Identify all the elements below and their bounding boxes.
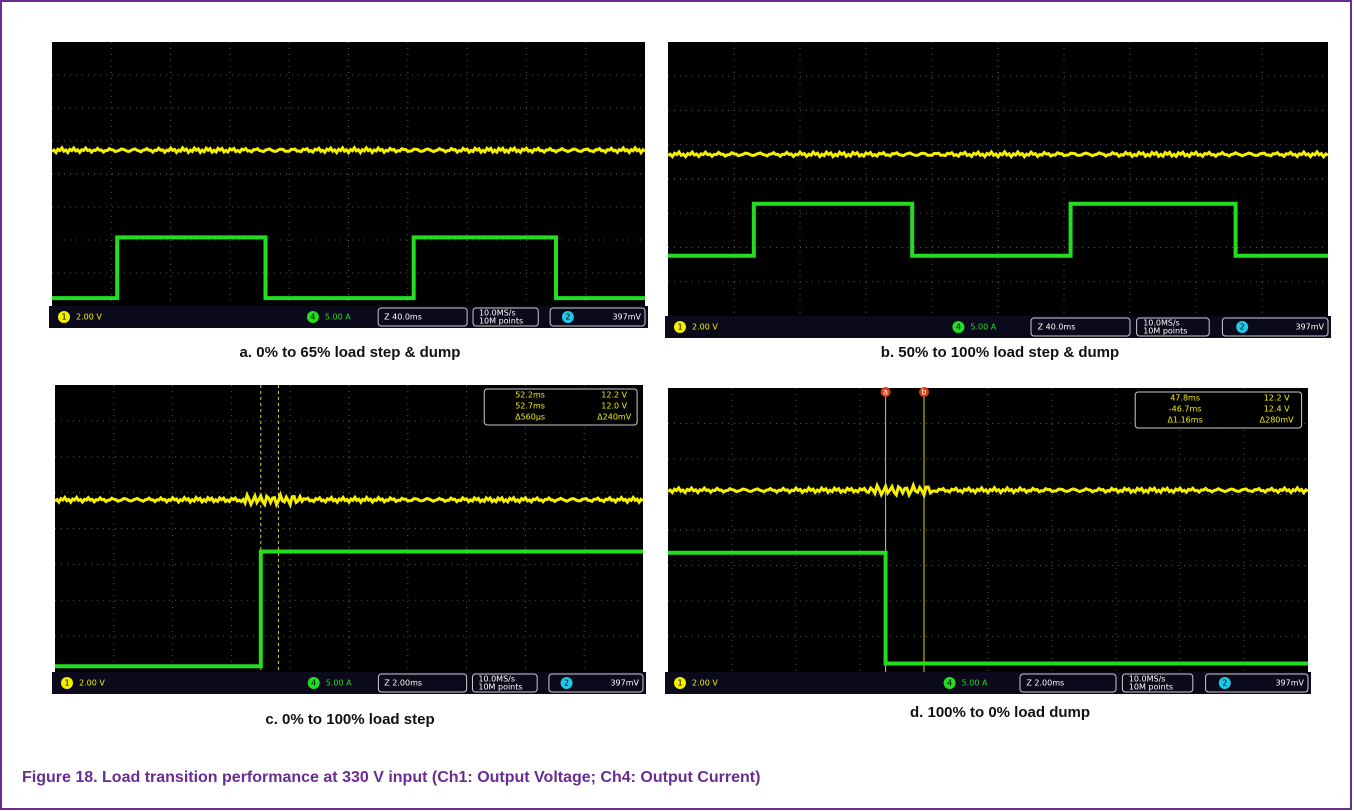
ch1-badge-label: 1 — [677, 679, 682, 688]
trigger-badge-label: 2 — [1240, 323, 1245, 332]
cursor-marker-label: a — [883, 388, 888, 397]
cursor-value: Δ240mV — [597, 413, 632, 422]
trigger-level: 397mV — [610, 679, 639, 688]
trigger-level: 397mV — [612, 313, 641, 322]
record-length: 10M points — [1129, 683, 1173, 692]
ch4-badge-label: 4 — [310, 313, 315, 322]
ch4-scale: 5.00 A — [970, 323, 996, 332]
cursor-value: 52.7ms — [515, 402, 545, 411]
cursor-value: 52.2ms — [515, 391, 545, 400]
cursor-value: 47.8ms — [1170, 394, 1200, 403]
ch4-badge-label: 4 — [311, 679, 316, 688]
cursor-value: 12.0 V — [601, 402, 627, 411]
cursor-value: Δ280mV — [1260, 416, 1295, 425]
panel-caption: d. 100% to 0% load dump — [910, 704, 1090, 721]
trigger-badge-label: 2 — [1222, 679, 1227, 688]
panel-caption: c. 0% to 100% load step — [265, 711, 434, 728]
ch1-badge-label: 1 — [677, 323, 682, 332]
cursor-value: 12.2 V — [601, 391, 627, 400]
ch1-badge-label: 1 — [61, 313, 66, 322]
trigger-level: 397mV — [1295, 323, 1324, 332]
timebase: Z 40.0ms — [1038, 323, 1076, 332]
status-bar — [665, 672, 1311, 694]
cursor-value: 12.4 V — [1264, 405, 1290, 414]
ch4-scale: 5.00 A — [326, 679, 352, 688]
record-length: 10M points — [478, 683, 522, 692]
cursor-value: Δ560µs — [515, 413, 545, 422]
ch4-badge-label: 4 — [947, 679, 952, 688]
trigger-level: 397mV — [1275, 679, 1304, 688]
timebase: Z 2.00ms — [384, 679, 422, 688]
timebase: Z 40.0ms — [384, 313, 422, 322]
ch1-badge-label: 1 — [64, 679, 69, 688]
ch1-scale: 2.00 V — [76, 313, 102, 322]
ch4-scale: 5.00 A — [325, 313, 351, 322]
cursor-marker-label: b — [921, 388, 926, 397]
trigger-badge-label: 2 — [564, 679, 569, 688]
panel-caption: b. 50% to 100% load step & dump — [881, 344, 1119, 361]
cursor-value: -46.7ms — [1169, 405, 1202, 414]
ch4-scale: 5.00 A — [962, 679, 988, 688]
cursor-value: Δ1.16ms — [1167, 416, 1202, 425]
page: {"figure_caption": "Figure 18. Load tran… — [0, 0, 1354, 811]
timebase: Z 2.00ms — [1026, 679, 1064, 688]
ch4-badge-label: 4 — [956, 323, 961, 332]
trigger-badge-label: 2 — [565, 313, 570, 322]
record-length: 10M points — [1143, 327, 1187, 336]
cursor-value: 12.2 V — [1264, 394, 1290, 403]
figure-caption: Figure 18. Load transition performance a… — [22, 769, 760, 786]
figure: Figure 18. Load transition performance a… — [0, 0, 1354, 811]
record-length: 10M points — [479, 317, 523, 326]
panel-caption: a. 0% to 65% load step & dump — [240, 344, 461, 361]
ch1-scale: 2.00 V — [692, 323, 718, 332]
status-bar — [665, 316, 1331, 338]
ch1-scale: 2.00 V — [692, 679, 718, 688]
ch1-scale: 2.00 V — [79, 679, 105, 688]
